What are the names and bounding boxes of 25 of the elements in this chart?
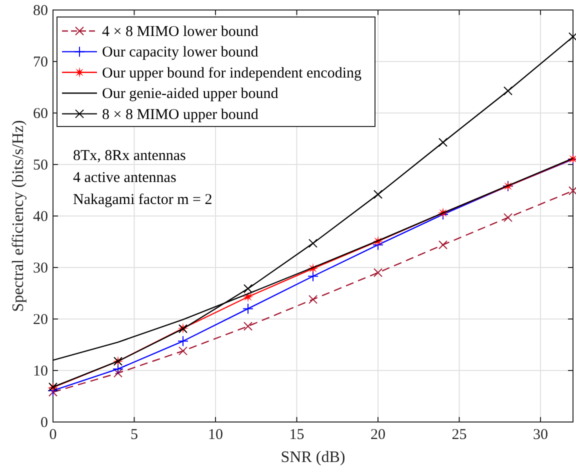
x-tick-label: 20: [370, 427, 386, 443]
annotation: Nakagami factor m = 2: [73, 192, 212, 208]
annotation: 4 active antennas: [73, 170, 176, 186]
legend-label: Our genie-aided upper bound: [102, 86, 279, 102]
y-tick-label: 20: [33, 312, 48, 328]
x-tick-label: 25: [452, 427, 467, 443]
y-axis-title: Spectral efficiency (bits/s/Hz): [10, 120, 27, 312]
y-tick-label: 50: [33, 158, 48, 174]
y-tick-label: 80: [33, 3, 48, 19]
legend-label: Our upper bound for independent encoding: [102, 65, 362, 82]
legend-label: Our capacity lower bound: [102, 44, 259, 61]
y-tick-label: 60: [33, 106, 48, 122]
x-tick-label: 15: [289, 427, 304, 443]
x-tick-label: 10: [208, 427, 223, 443]
y-tick-label: 70: [33, 54, 48, 70]
legend-label: 4 × 8 MIMO lower bound: [102, 24, 259, 40]
x-tick-label: 30: [533, 427, 548, 443]
legend-label: 8 × 8 MIMO upper bound: [102, 106, 259, 123]
y-tick-label: 30: [33, 260, 48, 276]
y-tick-label: 40: [33, 209, 48, 225]
y-tick-label: 0: [40, 415, 48, 431]
x-axis-title: SNR (dB): [280, 449, 346, 466]
y-tick-label: 10: [33, 364, 48, 380]
annotation: 8Tx, 8Rx antennas: [73, 148, 186, 164]
x-tick-label: 5: [130, 427, 138, 443]
